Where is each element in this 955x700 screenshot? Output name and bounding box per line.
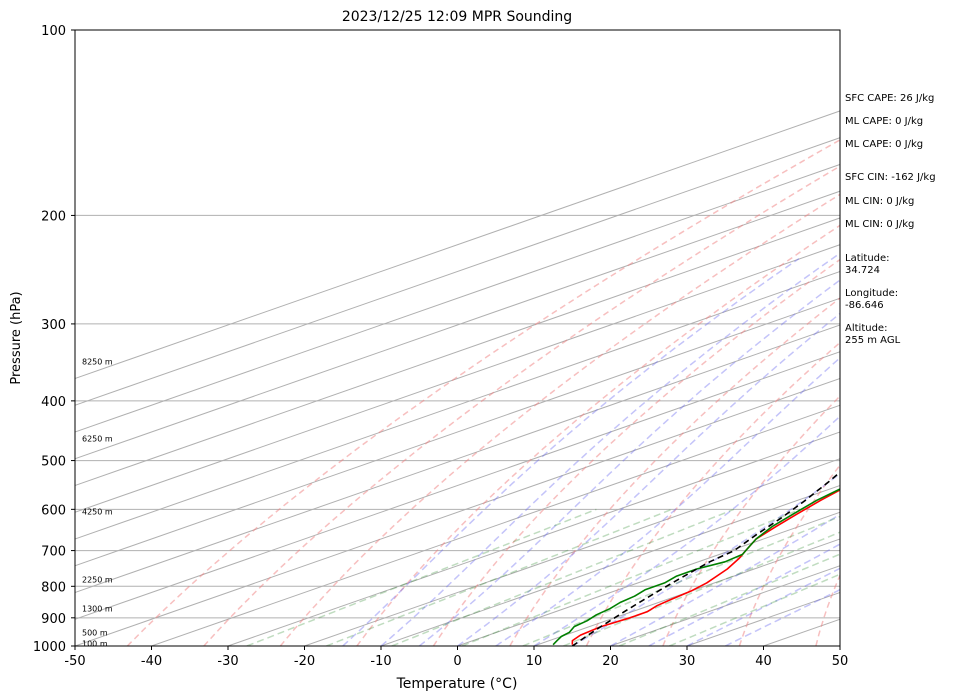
longitude-readout: Longitude: -86.646 <box>845 288 899 311</box>
dry-adiabat-line <box>585 341 840 646</box>
latitude-readout: Latitude: 34.724 <box>845 253 890 276</box>
height-label: 6250 m <box>82 434 113 443</box>
mixing-ratio-line <box>619 553 840 646</box>
y-tick-label: 1000 <box>33 640 66 655</box>
moist-adiabat-line <box>495 356 840 646</box>
mixing-ratio-line <box>669 573 840 646</box>
y-tick-label: 900 <box>41 612 66 627</box>
dry-adiabat-line <box>432 258 840 646</box>
y-tick-label: 600 <box>41 503 66 518</box>
y-tick-label: 800 <box>41 580 66 595</box>
isotherm-line <box>227 431 840 646</box>
height-label: 4250 m <box>82 508 113 517</box>
isotherm-line <box>75 244 840 513</box>
dry-adiabat-line <box>815 573 840 646</box>
dry-adiabat-line <box>126 139 840 646</box>
dry-adiabat-line <box>203 165 840 646</box>
isotherm-line <box>75 217 840 487</box>
height-label: 500 m <box>82 628 108 637</box>
index-readout: ML CIN: 0 J/kg <box>845 196 915 207</box>
isotherm-line <box>75 137 840 406</box>
isotherm-line <box>380 484 840 646</box>
height-label: 100 m <box>82 639 108 648</box>
mixing-ratio-line <box>563 531 840 646</box>
mixing-ratio-line <box>246 508 597 646</box>
isotherm-line <box>75 190 840 460</box>
isotherm-line <box>533 538 840 646</box>
y-tick-label: 100 <box>41 24 66 39</box>
axis-ticks: -50 -40 -30 -20 -10 0 10 20 30 40 50 100 200 300 400 50… <box>33 24 848 669</box>
isotherm-line <box>304 458 840 646</box>
moist-adiabat-line <box>648 543 840 646</box>
y-tick-label: 400 <box>41 395 66 410</box>
series-dewpoint-line <box>552 488 840 646</box>
x-tick-label: -20 <box>294 654 315 669</box>
x-tick-label: 10 <box>526 654 543 669</box>
y-tick-label: 500 <box>41 455 66 470</box>
index-readout: ML CAPE: 0 J/kg <box>845 139 924 150</box>
dry-adiabat-line <box>509 297 840 646</box>
mixing-ratio-line <box>391 508 735 646</box>
moist-adiabat-line <box>457 312 840 646</box>
height-label: 2250 m <box>82 576 113 585</box>
isotherm-line <box>75 163 840 433</box>
y-tick-label: 300 <box>41 318 66 333</box>
isotherm-line <box>75 270 840 540</box>
y-tick-label: 200 <box>41 209 66 224</box>
index-readout: SFC CAPE: 26 J/kg <box>845 93 935 104</box>
y-tick-label: 700 <box>41 545 66 560</box>
x-axis-label: Temperature (°C) <box>396 676 518 692</box>
dry-adiabat-line <box>279 193 840 646</box>
x-tick-label: -40 <box>141 654 162 669</box>
mixing-ratio-line <box>461 508 801 646</box>
series-parcel-line <box>571 471 840 646</box>
series-lines <box>552 471 840 646</box>
mixing-ratio-line <box>326 508 673 646</box>
x-tick-label: 50 <box>832 654 849 669</box>
moist-adiabat-line <box>610 513 840 646</box>
x-tick-label: 40 <box>755 654 772 669</box>
dry-adiabat-line <box>738 464 840 646</box>
dry-adiabat-line <box>356 224 840 646</box>
isotherm-line <box>75 351 840 620</box>
height-label: 8250 m <box>82 357 113 366</box>
height-label: 1300 m <box>82 605 113 614</box>
x-tick-label: -30 <box>217 654 238 669</box>
height-labels: 100 m 500 m 1300 m 2250 m 4250 m 6250 m 8250 m <box>82 357 113 648</box>
x-tick-label: 20 <box>602 654 619 669</box>
index-readout: ML CAPE: 0 J/kg <box>845 116 924 127</box>
x-tick-label: 30 <box>679 654 696 669</box>
chart-title: 2023/12/25 12:09 MPR Sounding <box>342 9 572 25</box>
moist-adiabat-line <box>533 415 840 646</box>
index-readout: ML CIN: 0 J/kg <box>845 219 915 230</box>
y-axis-label: Pressure (hPa) <box>9 291 24 384</box>
mixing-ratio-line <box>522 515 840 646</box>
index-readout: SFC CIN: -162 J/kg <box>845 172 936 183</box>
isotherm-line <box>75 110 840 380</box>
isotherm-line <box>457 511 840 646</box>
moist-adiabat-line <box>418 279 840 646</box>
moist-adiabat-line <box>342 257 800 646</box>
altitude-readout: Altitude: 255 m AGL <box>845 323 901 346</box>
isotherm-line <box>75 297 840 567</box>
isotherm-line <box>151 404 840 646</box>
x-tick-label: -10 <box>370 654 391 669</box>
x-tick-label: -50 <box>64 654 85 669</box>
moist-adiabat-line <box>380 252 840 646</box>
isotherm-line <box>75 324 840 594</box>
x-tick-label: 0 <box>453 654 461 669</box>
isotherm-line <box>75 377 840 646</box>
background-lines <box>75 30 840 646</box>
